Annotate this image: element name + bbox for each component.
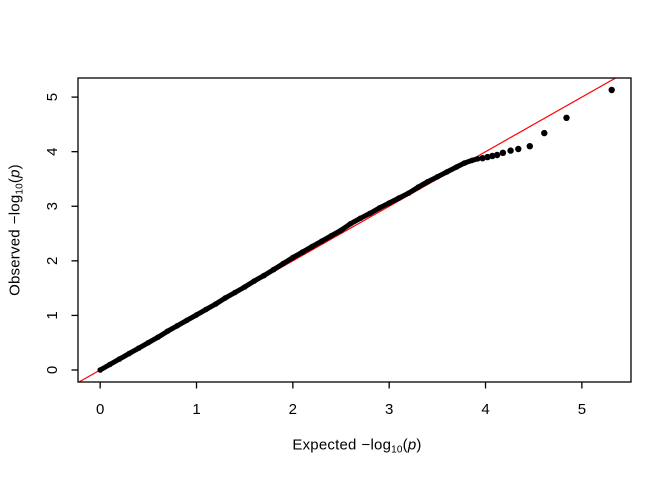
data-point <box>309 243 315 250</box>
data-point <box>251 278 258 284</box>
data-point <box>145 339 152 346</box>
data-point-outlier <box>563 114 570 122</box>
data-point <box>193 312 200 318</box>
x-axis-title-minuslog: −log <box>361 436 392 454</box>
x-tick-label: 3 <box>385 401 393 418</box>
data-point <box>386 200 393 206</box>
data-point <box>475 156 481 162</box>
data-point <box>461 160 468 166</box>
data-point <box>222 295 229 301</box>
data-point <box>367 210 373 217</box>
data-point <box>415 184 421 190</box>
y-axis-title-minuslog: −log <box>6 194 24 225</box>
data-point-outlier <box>489 152 496 160</box>
data-point <box>213 301 219 307</box>
data-point <box>424 178 431 185</box>
x-tick-label: 4 <box>481 401 489 418</box>
y-tick-label: 4 <box>44 148 61 156</box>
data-point-outlier <box>499 149 507 156</box>
x-axis-title: Expected −log10(p) <box>292 437 421 456</box>
data-point <box>444 169 450 175</box>
y-tick-label: 3 <box>44 202 61 210</box>
data-point-outlier <box>479 155 486 162</box>
plot-border <box>77 77 632 383</box>
y-tick-label: 0 <box>44 366 61 374</box>
data-point <box>280 260 287 267</box>
y-axis-title-open: ( <box>6 177 24 184</box>
x-tick-label: 1 <box>192 401 200 418</box>
data-point <box>164 328 171 335</box>
data-point <box>453 164 460 170</box>
data-point-outlier <box>608 86 615 94</box>
data-point <box>434 174 441 180</box>
data-point-outlier <box>515 145 522 153</box>
x-axis-title-open: ( <box>402 436 408 454</box>
data-point <box>203 306 209 313</box>
data-point <box>290 254 296 261</box>
data-point <box>469 157 475 164</box>
data-point <box>357 215 364 222</box>
y-axis-title-sub: 10 <box>14 183 26 195</box>
y-tick-label: 2 <box>44 257 61 265</box>
data-point <box>107 361 113 368</box>
x-axis-title-prefix: Expected <box>292 436 357 454</box>
data-point <box>338 227 344 234</box>
data-point <box>184 317 190 324</box>
x-tick-label: 2 <box>289 401 297 418</box>
data-point <box>270 266 277 273</box>
data-point <box>261 272 267 279</box>
data-point-outlier <box>541 129 548 137</box>
x-axis-title-close: ) <box>416 436 422 454</box>
data-point <box>299 249 306 255</box>
data-point-outlier <box>507 147 514 154</box>
data-point <box>347 220 354 227</box>
x-axis-title-p: p <box>407 436 417 454</box>
data-point <box>126 350 132 357</box>
x-tick-label: 0 <box>96 401 104 418</box>
data-point <box>174 323 180 329</box>
x-tick-label: 5 <box>578 401 586 418</box>
x-axis-title-sub: 10 <box>391 444 403 456</box>
data-point <box>116 356 123 362</box>
data-point <box>241 284 248 290</box>
data-point-outlier <box>484 153 491 161</box>
data-point <box>232 289 238 296</box>
data-point <box>405 190 412 196</box>
data-point <box>155 334 161 341</box>
data-point <box>318 238 325 244</box>
data-point-outlier <box>493 151 501 159</box>
data-point <box>396 195 402 201</box>
data-point-outlier <box>526 143 533 150</box>
y-tick-label: 1 <box>44 311 61 319</box>
y-tick-label: 5 <box>44 93 61 101</box>
data-point <box>135 345 142 352</box>
data-point <box>328 232 335 239</box>
data-point <box>376 205 383 211</box>
y-axis-title-prefix: Observed <box>6 229 24 296</box>
y-axis-title: Observed −log10(p) <box>7 164 26 296</box>
y-axis-title-p: p <box>6 169 24 178</box>
data-point <box>97 367 103 373</box>
y-axis-title-close: ) <box>6 164 24 170</box>
